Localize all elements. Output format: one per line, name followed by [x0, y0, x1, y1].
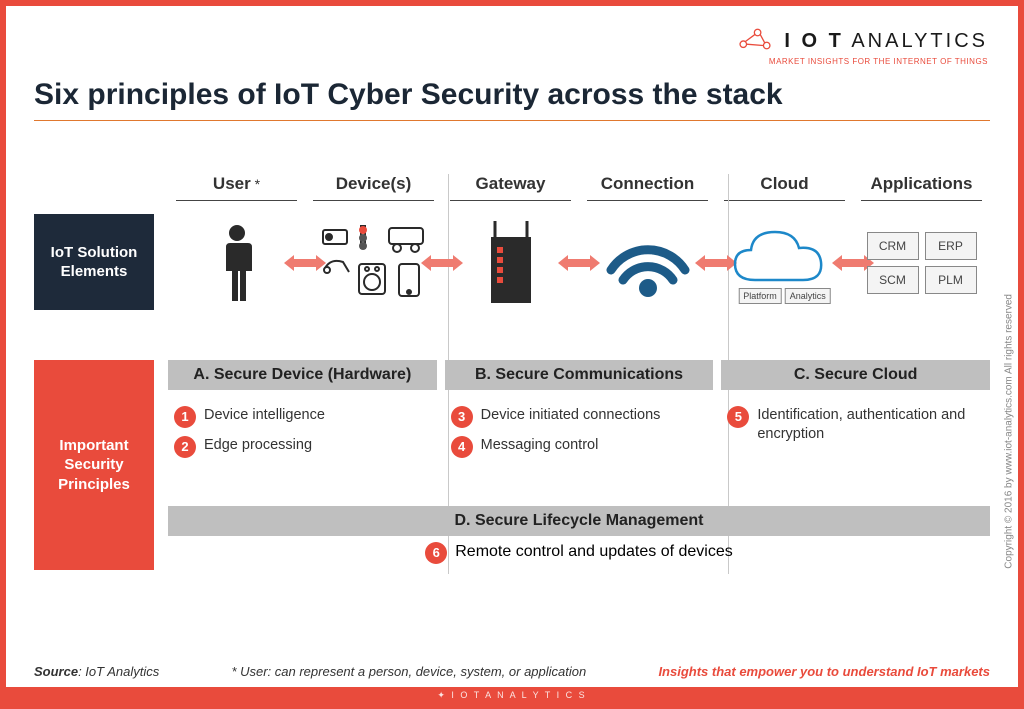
- principle-text: Remote control and updates of devices: [455, 542, 733, 563]
- connection-icon: [579, 208, 716, 318]
- principles-c: 5 Identification, authentication and encr…: [721, 398, 990, 466]
- devices-icon: [305, 208, 442, 318]
- category-row-abc: A. Secure Device (Hardware) B. Secure Co…: [168, 360, 990, 390]
- pnum-1: 1: [174, 406, 196, 428]
- user-icon: [168, 208, 305, 318]
- cloud-label-platform: Platform: [738, 288, 782, 304]
- cloud-label-analytics: Analytics: [785, 288, 831, 304]
- bottom-strip-text: ✦ I O T A N A L Y T I C S: [437, 690, 586, 701]
- content-area: I O T ANALYTICS MARKET INSIGHTS FOR THE …: [34, 24, 990, 685]
- col-devices: Device(s): [313, 174, 434, 201]
- col-connection: Connection: [587, 174, 708, 201]
- cat-d: D. Secure Lifecycle Management: [168, 506, 990, 536]
- logo-tagline: MARKET INSIGHTS FOR THE INTERNET OF THIN…: [734, 58, 988, 66]
- cloud-labels: Platform Analytics: [738, 288, 831, 304]
- cloud-icon: Platform Analytics: [716, 208, 853, 318]
- col-user: User *: [176, 174, 297, 201]
- copyright: Copyright © 2016 by www.iot-analytics.co…: [1004, 294, 1015, 569]
- brand-logo: I O T ANALYTICS MARKET INSIGHTS FOR THE …: [734, 26, 988, 66]
- cat-a: A. Secure Device (Hardware): [168, 360, 437, 390]
- pnum-2: 2: [174, 436, 196, 458]
- title-rule: [34, 120, 990, 121]
- footer-tagline: Insights that empower you to understand …: [658, 664, 990, 679]
- logo-icon: [734, 26, 776, 56]
- gateway-icon: [442, 208, 579, 318]
- category-row-d: D. Secure Lifecycle Management: [168, 506, 990, 536]
- page-title: Six principles of IoT Cyber Security acr…: [34, 78, 783, 112]
- col-gateway: Gateway: [450, 174, 571, 201]
- principle-text: Identification, authentication and encry…: [757, 406, 984, 444]
- label-security-principles: Important Security Principles: [34, 360, 154, 570]
- app-erp: ERP: [925, 232, 977, 260]
- principles-d: 6 Remote control and updates of devices: [168, 542, 990, 572]
- pnum-3: 3: [451, 406, 473, 428]
- frame: I O T ANALYTICS MARKET INSIGHTS FOR THE …: [0, 0, 1024, 709]
- principles-a: 1 Device intelligence 2 Edge processing: [168, 398, 437, 466]
- applications-grid: CRM ERP SCM PLM: [853, 208, 990, 318]
- principle-text: Messaging control: [481, 436, 599, 455]
- col-applications: Applications: [861, 174, 982, 201]
- principle-text: Edge processing: [204, 436, 312, 455]
- pnum-6: 6: [425, 542, 447, 564]
- principle-text: Device initiated connections: [481, 406, 661, 425]
- app-crm: CRM: [867, 232, 919, 260]
- cat-b: B. Secure Communications: [445, 360, 714, 390]
- pnum-5: 5: [727, 406, 749, 428]
- footer-note: * User: can represent a person, device, …: [231, 664, 586, 679]
- pnum-4: 4: [451, 436, 473, 458]
- app-plm: PLM: [925, 266, 977, 294]
- principle-text: Device intelligence: [204, 406, 325, 425]
- bottom-strip: ✦ I O T A N A L Y T I C S: [6, 687, 1018, 703]
- app-scm: SCM: [867, 266, 919, 294]
- principles-b: 3 Device initiated connections 4 Messaging…: [445, 398, 714, 466]
- column-headers: User * Device(s) Gateway Connection Clou…: [168, 174, 990, 201]
- footer-source: Source: IoT Analytics: [34, 664, 159, 679]
- footer: Source: IoT Analytics * User: can repres…: [34, 664, 990, 679]
- label-iot-elements: IoT Solution Elements: [34, 214, 154, 310]
- logo-text: I O T ANALYTICS: [784, 31, 988, 51]
- icon-row: Platform Analytics CRM ERP SCM PLM: [168, 208, 990, 318]
- col-cloud: Cloud: [724, 174, 845, 201]
- cat-c: C. Secure Cloud: [721, 360, 990, 390]
- principle-lists: 1 Device intelligence 2 Edge processing 3D…: [168, 398, 990, 466]
